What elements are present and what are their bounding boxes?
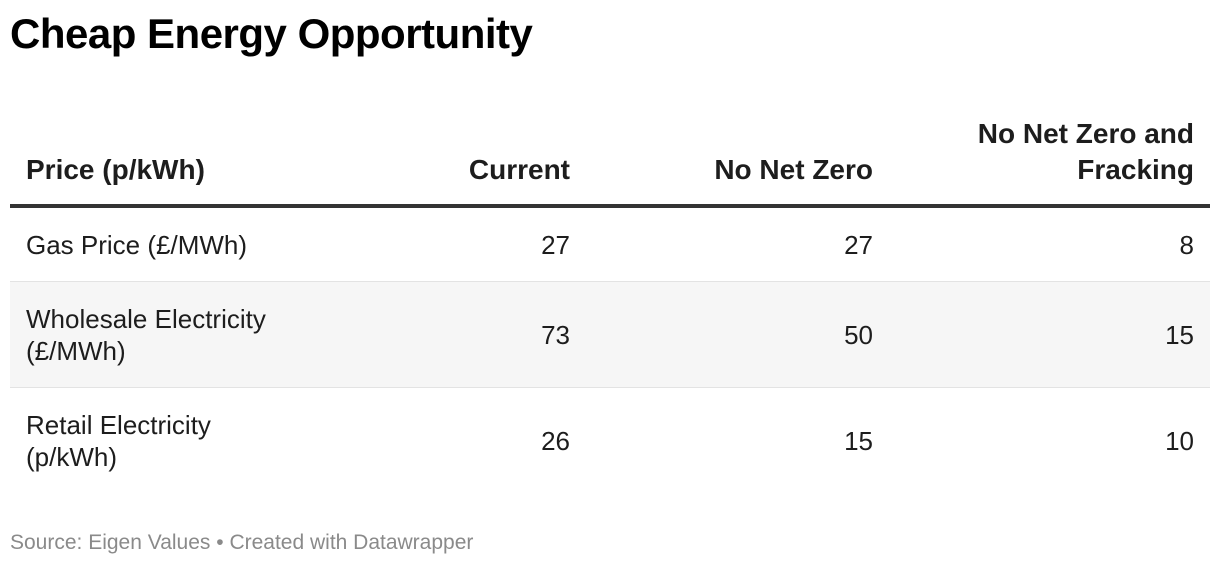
table-cell: 26: [541, 425, 570, 456]
column-header-price: Price (p/kWh): [10, 108, 290, 208]
table-cell: 27: [290, 206, 586, 282]
footer-separator: •: [210, 531, 230, 554]
row-label: Retail Electricity (p/kWh): [26, 409, 211, 472]
table-row: Retail Electricity (p/kWh) 26 15 10: [10, 388, 1210, 494]
table-cell: 50: [586, 281, 889, 388]
table-row: Wholesale Electricity (£/MWh) 73 50 15: [10, 281, 1210, 388]
column-header-current: Current: [290, 108, 586, 208]
table-cell: 15: [844, 425, 873, 456]
page-title: Cheap Energy Opportunity: [10, 10, 533, 57]
table-cell: 10: [1165, 425, 1194, 456]
table-cell: 73: [290, 281, 586, 388]
source-text: Source: Eigen Values: [10, 531, 211, 554]
data-table: Price (p/kWh) Current No Net Zero No Net…: [10, 108, 1210, 493]
source-note: Source: Eigen Values • Created with Data…: [10, 531, 473, 555]
table-header-row: Price (p/kWh) Current No Net Zero No Net…: [10, 108, 1210, 208]
row-label: Wholesale Electricity (£/MWh): [10, 281, 290, 388]
table-cell: 27: [586, 206, 889, 282]
column-header-no-net-zero: No Net Zero: [586, 108, 889, 208]
table-cell: 8: [889, 206, 1210, 282]
table-cell: 15: [889, 281, 1210, 388]
credit-text: Created with Datawrapper: [229, 531, 474, 554]
table-row: Gas Price (£/MWh) 27 27 8: [10, 206, 1210, 282]
row-label: Gas Price (£/MWh): [10, 206, 290, 282]
column-header-no-net-zero-fracking: No Net Zero and Fracking: [889, 108, 1210, 208]
